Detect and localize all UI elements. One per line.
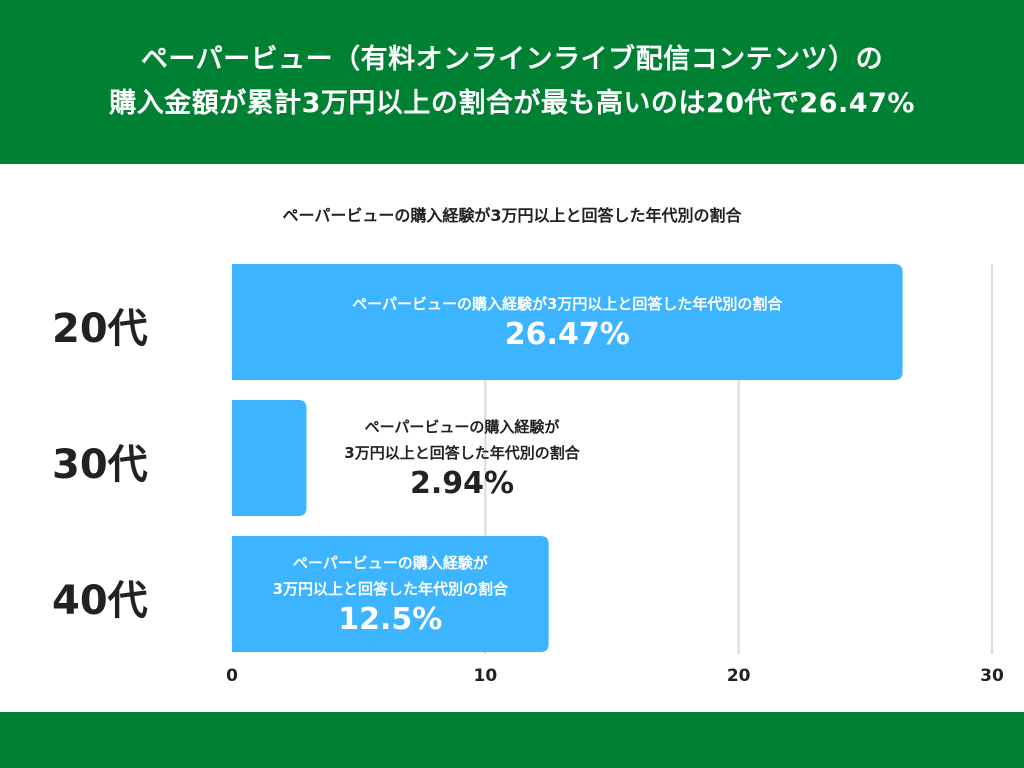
bar-40代 bbox=[232, 536, 549, 652]
data-label-description: 3万円以上と回答した年代別の割合 bbox=[272, 580, 509, 598]
data-label-value: 12.5% bbox=[338, 602, 443, 637]
data-label-30代: ペーパービューの購入経験が 3万円以上と回答した年代別の割合 2.94% bbox=[282, 414, 642, 502]
data-label-value: 2.94% bbox=[409, 466, 515, 501]
data-label-40代: ペーパービューの購入経験が 3万円以上と回答した年代別の割合 12.5% bbox=[232, 550, 549, 638]
category-label-30代: 30代 bbox=[52, 442, 148, 488]
headline-line-2: 購入金額が累計3万円以上の割合が最も高いのは20代で26.47% bbox=[109, 88, 915, 119]
category-label-40代: 40代 bbox=[52, 578, 148, 624]
x-tick-label-20: 20 bbox=[726, 666, 751, 686]
category-label-20代: 20代 bbox=[52, 306, 148, 352]
chart-title: ペーパービューの購入経験が3万円以上と回答した年代別の割合 bbox=[282, 206, 742, 225]
data-label-value: 26.47% bbox=[504, 317, 630, 352]
data-label-description: 3万円以上と回答した年代別の割合 bbox=[344, 444, 580, 462]
headline-line-1: ペーパービュー（有料オンラインライブ配信コンテンツ）の bbox=[140, 44, 884, 75]
x-tick-label-10: 10 bbox=[473, 666, 498, 686]
data-label-description: ペーパービューの購入経験が bbox=[364, 418, 560, 436]
data-label-description: ペーパービューの購入経験が3万円以上と回答した年代別の割合 bbox=[352, 295, 783, 313]
data-label-20代: ペーパービューの購入経験が3万円以上と回答した年代別の割合 26.47% bbox=[232, 291, 903, 353]
x-tick-label-30: 30 bbox=[980, 666, 1004, 686]
header-banner: ペーパービュー（有料オンラインライブ配信コンテンツ）の 購入金額が累計3万円以上… bbox=[0, 0, 1024, 164]
x-tick-label-0: 0 bbox=[226, 666, 238, 686]
footer-banner bbox=[0, 712, 1024, 768]
data-label-description: ペーパービューの購入経験が bbox=[292, 554, 488, 572]
bar-30代 bbox=[232, 400, 307, 516]
bar-20代 bbox=[232, 264, 903, 380]
